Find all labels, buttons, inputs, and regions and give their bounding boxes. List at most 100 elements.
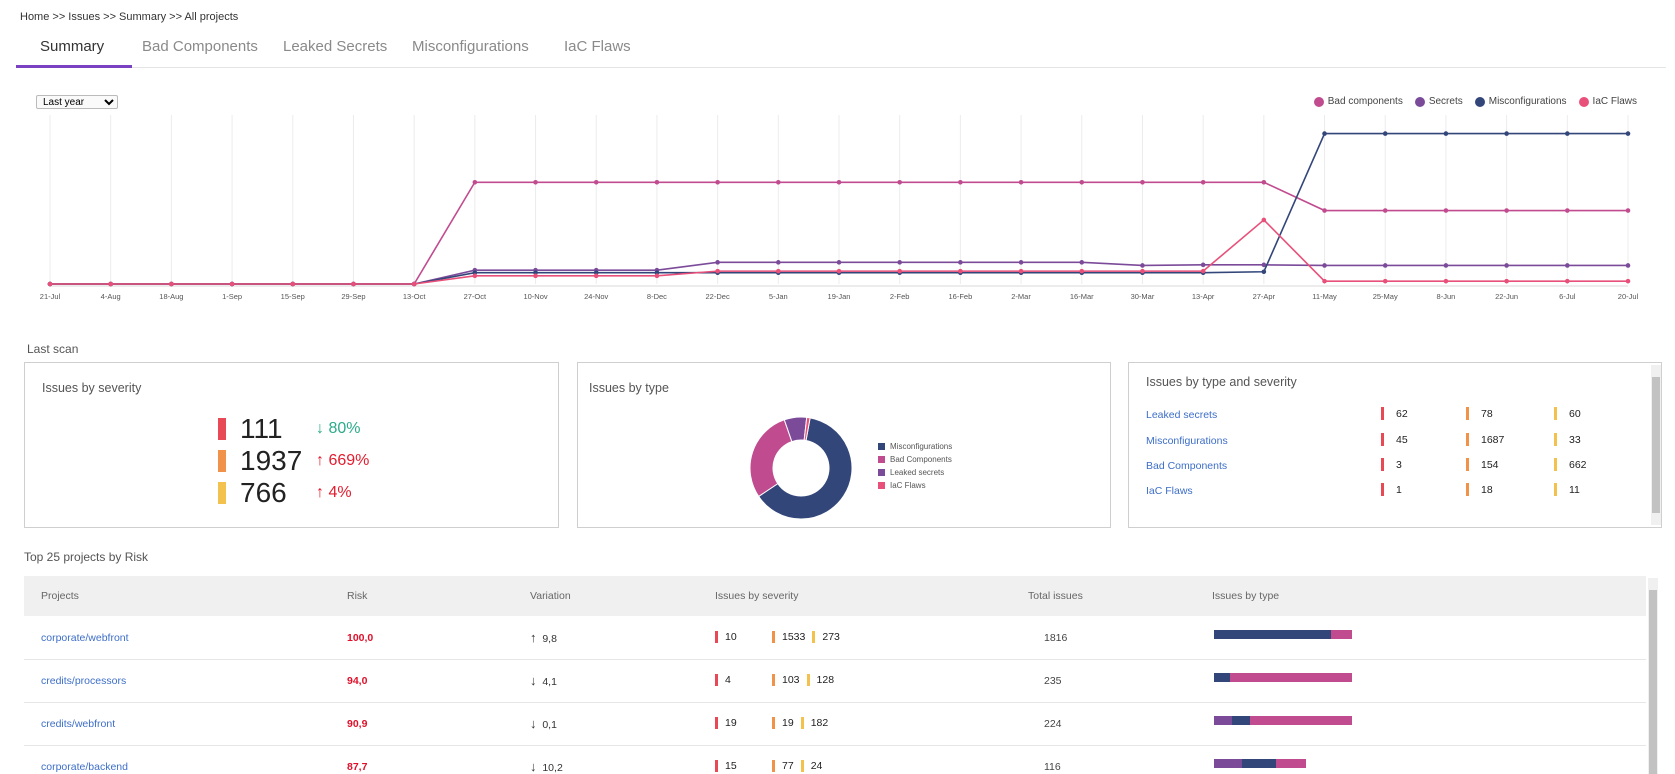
project-link[interactable]: credits/webfront: [41, 718, 116, 730]
data-point: [654, 273, 660, 279]
severity-counts: 10 1533 273: [715, 631, 850, 643]
period-select[interactable]: Last year: [36, 95, 118, 109]
column-header-projects[interactable]: Projects: [41, 590, 79, 602]
project-link[interactable]: corporate/webfront: [41, 632, 129, 644]
data-point: [1261, 217, 1267, 223]
project-link[interactable]: credits/processors: [41, 675, 127, 687]
data-point: [1504, 263, 1509, 268]
high-count: 78: [1466, 407, 1493, 420]
donut-legend-item[interactable]: Leaked secrets: [878, 466, 952, 479]
donut-slice-misconfigurations[interactable]: [757, 417, 853, 520]
total-issues: 1816: [1044, 632, 1068, 644]
table-row[interactable]: corporate/webfront 100,0 ↑ 9,8 10 1533 273 181…: [24, 617, 1646, 660]
medium-marker: [806, 674, 810, 686]
legend-label: Bad components: [1327, 96, 1403, 107]
data-point: [1382, 208, 1388, 213]
legend-item-secrets[interactable]: Secrets: [1414, 96, 1463, 107]
column-header-issues-by-type[interactable]: Issues by type: [1212, 590, 1280, 602]
tab-summary[interactable]: Summary: [40, 38, 105, 55]
card-scrollbar-thumb[interactable]: [1652, 377, 1660, 513]
table-row[interactable]: credits/processors 94,0 ↓ 4,1 4 103 128 235: [24, 660, 1646, 703]
tab-leaked-secrets[interactable]: Leaked Secrets: [283, 38, 388, 55]
severity-counts: 15 77 24: [715, 760, 832, 772]
variation-value: 10,2: [542, 762, 563, 774]
variation-value: 4,1: [542, 676, 557, 688]
donut-legend-item[interactable]: Misconfigurations: [878, 440, 952, 453]
data-point: [1443, 131, 1449, 136]
data-point: [1079, 268, 1085, 274]
x-tick-label: 27-Apr: [1253, 292, 1276, 301]
column-header-total-issues[interactable]: Total issues: [1028, 590, 1083, 602]
data-point: [958, 179, 963, 185]
legend-label: Leaked secrets: [890, 468, 945, 477]
x-tick-label: 18-Aug: [159, 292, 183, 301]
data-point: [1625, 208, 1631, 213]
x-tick-label: 2-Mar: [1011, 292, 1031, 301]
x-tick-label: 15-Sep: [281, 292, 305, 301]
data-point: [1565, 278, 1570, 284]
legend-swatch: [878, 469, 885, 476]
x-tick-label: 21-Jul: [40, 292, 61, 301]
critical-count: 62: [1381, 407, 1408, 420]
table-row[interactable]: credits/webfront 90,9 ↓ 0,1 19 19 182 224: [24, 703, 1646, 746]
legend-item-iac-flaws[interactable]: IaC Flaws: [1578, 96, 1637, 107]
tab-bad-components[interactable]: Bad Components: [142, 38, 258, 55]
data-point: [715, 260, 720, 265]
type-link-misconfigurations[interactable]: Misconfigurations: [1146, 435, 1228, 447]
donut-slice-bad-components[interactable]: [749, 419, 793, 498]
type-segment-misconfigurations: [1231, 716, 1250, 725]
data-point: [897, 268, 902, 274]
high-count: 1687: [1466, 433, 1504, 446]
x-tick-label: 22-Dec: [706, 292, 730, 301]
data-point: [1443, 263, 1449, 268]
type-link-leaked-secrets[interactable]: Leaked secrets: [1146, 409, 1218, 421]
variation: ↓ 4,1: [530, 673, 557, 688]
table-row[interactable]: corporate/backend 87,7 ↓ 10,2 15 77 24 116: [24, 746, 1646, 774]
type-link-iac-flaws[interactable]: IaC Flaws: [1146, 485, 1193, 497]
x-tick-label: 8-Jun: [1437, 292, 1456, 301]
data-point: [654, 179, 660, 185]
data-point: [715, 179, 720, 185]
data-point: [593, 273, 599, 279]
medium-count: 182: [810, 717, 829, 729]
donut-slice-iac-flaws[interactable]: [803, 416, 811, 442]
issues-by-type-bar: [1214, 716, 1352, 725]
medium-marker: [218, 482, 226, 504]
table-scrollbar-thumb[interactable]: [1649, 590, 1657, 774]
data-point: [1382, 263, 1388, 268]
data-point: [1504, 278, 1509, 284]
tab-misconfigurations[interactable]: Misconfigurations: [412, 38, 529, 55]
type-link-bad-components[interactable]: Bad Components: [1146, 460, 1228, 472]
column-header-risk[interactable]: Risk: [347, 590, 368, 602]
column-header-variation[interactable]: Variation: [530, 590, 571, 602]
severity-counts: 19 19 182: [715, 717, 838, 729]
data-point: [1443, 278, 1449, 284]
legend-dot: [1474, 96, 1485, 107]
data-point: [472, 179, 478, 185]
project-link[interactable]: corporate/backend: [41, 761, 128, 773]
type-segment-misconfigurations: [1214, 673, 1230, 682]
x-tick-label: 13-Apr: [1192, 292, 1215, 301]
type-segment-misconfigurations: [1214, 630, 1332, 639]
data-point: [1443, 208, 1449, 213]
severity-row-high: 1937 ↑ 669%: [218, 445, 369, 477]
column-header-issues-by-severity[interactable]: Issues by severity: [715, 590, 799, 602]
legend-item-bad-components[interactable]: Bad components: [1313, 96, 1403, 107]
tab-iac-flaws[interactable]: IaC Flaws: [564, 38, 631, 55]
high-change: ↑ 669%: [316, 452, 369, 470]
medium-count: 766: [240, 477, 287, 508]
breadcrumb[interactable]: Home >> Issues >> Summary >> All project…: [20, 11, 239, 23]
donut-legend-item[interactable]: IaC Flaws: [878, 479, 952, 492]
legend-item-misconfigurations[interactable]: Misconfigurations: [1474, 96, 1567, 107]
data-point: [776, 260, 781, 265]
type-segment-misconfigurations: [1241, 759, 1276, 768]
data-point: [1504, 131, 1509, 136]
high-count: 1937: [240, 445, 303, 476]
variation-value: 0,1: [542, 719, 557, 731]
x-tick-label: 16-Feb: [949, 292, 973, 301]
data-point: [1261, 269, 1267, 275]
card-title: Issues by type and severity: [1146, 375, 1297, 389]
total-issues: 224: [1044, 718, 1062, 730]
donut-legend-item[interactable]: Bad Components: [878, 453, 952, 466]
data-point: [1261, 179, 1267, 185]
